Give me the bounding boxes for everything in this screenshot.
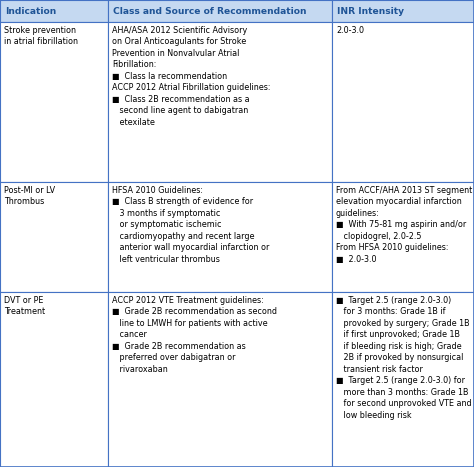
- Bar: [108, 292, 332, 467]
- Text: Post-MI or LV
Thrombus: Post-MI or LV Thrombus: [4, 186, 55, 206]
- Bar: [332, 182, 474, 292]
- Bar: [332, 292, 474, 467]
- Bar: [0, 0, 108, 22]
- Text: HFSA 2010 Guidelines:
■  Class B strength of evidence for
   3 months if symptom: HFSA 2010 Guidelines: ■ Class B strength…: [112, 186, 269, 264]
- Text: Stroke prevention
in atrial fibrillation: Stroke prevention in atrial fibrillation: [4, 26, 78, 46]
- Bar: [332, 22, 474, 182]
- Text: Indication: Indication: [5, 7, 56, 15]
- Bar: [108, 0, 332, 22]
- Text: AHA/ASA 2012 Scientific Advisory
on Oral Anticoagulants for Stroke
Prevention in: AHA/ASA 2012 Scientific Advisory on Oral…: [112, 26, 271, 127]
- Text: Class and Source of Recommendation: Class and Source of Recommendation: [113, 7, 307, 15]
- Bar: [0, 292, 108, 467]
- Bar: [0, 182, 108, 292]
- Bar: [108, 182, 332, 292]
- Bar: [108, 22, 332, 182]
- Text: 2.0-3.0: 2.0-3.0: [336, 26, 364, 35]
- Bar: [0, 22, 108, 182]
- Bar: [332, 0, 474, 22]
- Text: ■  Target 2.5 (range 2.0-3.0)
   for 3 months: Grade 1B if
   provoked by surger: ■ Target 2.5 (range 2.0-3.0) for 3 month…: [336, 296, 472, 419]
- Text: DVT or PE
Treatment: DVT or PE Treatment: [4, 296, 45, 317]
- Text: From ACCF/AHA 2013 ST segment
elevation myocardial infarction
guidelines:
■  Wit: From ACCF/AHA 2013 ST segment elevation …: [336, 186, 472, 264]
- Text: ACCP 2012 VTE Treatment guidelines:
■  Grade 2B recommendation as second
   line: ACCP 2012 VTE Treatment guidelines: ■ Gr…: [112, 296, 277, 374]
- Text: INR Intensity: INR Intensity: [337, 7, 404, 15]
